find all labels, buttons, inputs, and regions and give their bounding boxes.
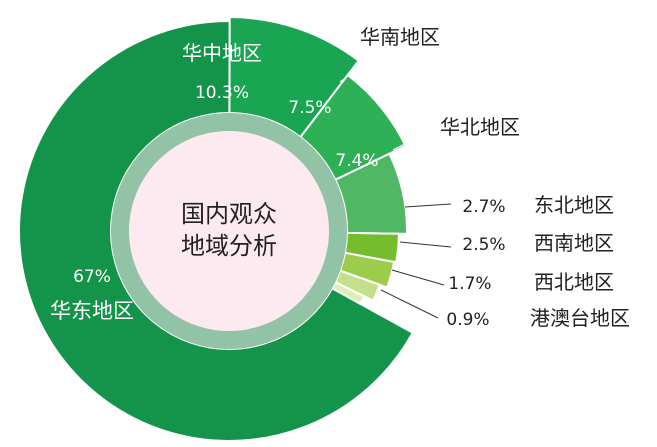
center-disc <box>129 131 329 331</box>
slice-value-label: 1.7% <box>448 274 491 294</box>
slice-value-label: 2.5% <box>462 235 505 255</box>
slice-value-label: 10.3% <box>195 83 249 103</box>
center-label-line-1: 国内观众 <box>181 200 277 228</box>
slice-name-label: 西北地区 <box>534 270 614 294</box>
slice-name-label: 华中地区 <box>182 41 262 65</box>
center-label-line-2: 地域分析 <box>181 232 277 260</box>
slice-name-label: 港澳台地区 <box>530 306 630 330</box>
leader-line <box>380 289 439 319</box>
slice-name-label: 东北地区 <box>534 193 614 217</box>
pie-slice <box>228 15 361 139</box>
pie-slice <box>18 20 415 442</box>
leader-line <box>404 203 452 208</box>
leader-line <box>339 51 379 83</box>
slice-value-label: 67% <box>73 267 111 287</box>
leader-line <box>392 131 429 151</box>
slice-value-label: 0.9% <box>446 310 489 330</box>
pie-slice <box>330 280 366 306</box>
slice-name-label: 华北地区 <box>440 115 520 139</box>
slice-value-label: 2.7% <box>462 197 505 217</box>
leader-line <box>391 269 445 286</box>
slice-name-label: 华东地区 <box>50 299 134 323</box>
leader-line <box>399 241 452 248</box>
slice-value-label: 7.4% <box>335 151 378 171</box>
slice-name-label: 西南地区 <box>534 231 614 255</box>
slice-value-label: 7.5% <box>288 98 331 118</box>
slice-name-label: 华南地区 <box>360 25 440 49</box>
